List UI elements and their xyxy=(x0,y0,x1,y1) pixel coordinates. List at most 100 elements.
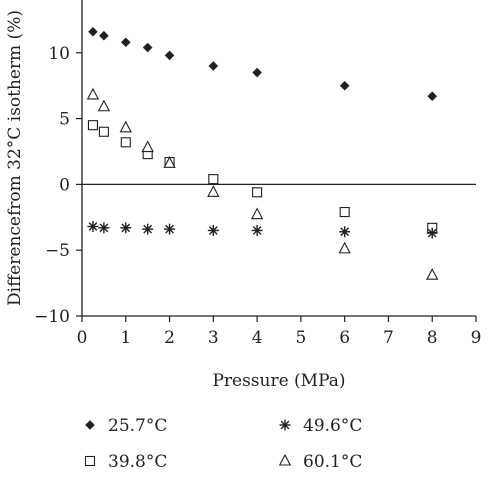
diamond-marker-shape xyxy=(252,67,262,78)
data-point-triangle xyxy=(141,140,154,153)
axes xyxy=(81,0,476,317)
data-point-square xyxy=(120,137,131,148)
legend-diamond-icon xyxy=(85,420,95,430)
x-tick-label: 2 xyxy=(164,328,175,348)
data-point-triangle xyxy=(207,185,220,197)
data-point-square xyxy=(98,126,109,137)
legend-label: 49.6°C xyxy=(303,416,362,436)
legend-label: 25.7°C xyxy=(108,416,167,436)
data-point-diamond xyxy=(164,50,175,61)
diamond-marker-shape xyxy=(120,37,131,48)
y-tick-label: 0 xyxy=(59,175,70,195)
x-tick-label: 9 xyxy=(471,328,482,348)
asterisk-marker-stroke xyxy=(121,223,131,233)
legend-triangle-icon xyxy=(278,453,292,466)
legend-square-icon xyxy=(84,455,96,467)
x-tick-label: 4 xyxy=(252,328,263,348)
triangle-marker-shape xyxy=(86,87,100,100)
diamond-marker-shape xyxy=(88,26,98,37)
triangle-marker-shape xyxy=(97,99,111,112)
y-axis-title: Differencefrom 32°C isotherm (%) xyxy=(5,10,25,306)
triangle-marker-shape xyxy=(207,185,220,197)
legend-item: 49.6°C xyxy=(279,416,362,436)
triangle-marker-shape xyxy=(141,140,154,153)
legend-item: 60.1°C xyxy=(278,452,362,472)
data-point-asterisk xyxy=(251,224,263,236)
data-point-triangle xyxy=(250,207,264,220)
square-marker-shape xyxy=(120,137,131,148)
asterisk-marker-stroke xyxy=(280,420,290,430)
data-point-square xyxy=(87,120,98,131)
data-point-asterisk xyxy=(339,226,351,238)
x-tick-label: 1 xyxy=(120,328,131,348)
data-point-square xyxy=(339,206,350,218)
data-point-diamond xyxy=(142,42,153,53)
data-point-square xyxy=(252,187,263,198)
square-marker-shape xyxy=(208,174,219,185)
legend-asterisk-icon xyxy=(279,419,291,431)
x-tick-label: 6 xyxy=(339,328,350,348)
data-point-triangle xyxy=(163,156,176,168)
y-tick-label: −5 xyxy=(45,241,70,261)
triangle-marker-shape xyxy=(278,453,292,466)
x-tick-label: 7 xyxy=(383,328,394,348)
data-point-diamond xyxy=(120,37,131,48)
asterisk-marker-stroke xyxy=(88,222,98,231)
data-point-asterisk xyxy=(87,221,99,233)
diamond-marker-shape xyxy=(99,30,109,41)
data-point-asterisk xyxy=(426,227,438,239)
asterisk-marker-stroke xyxy=(99,223,109,233)
triangle-marker-shape xyxy=(119,120,132,133)
diamond-marker-shape xyxy=(208,61,219,71)
data-point-asterisk xyxy=(207,224,219,236)
square-marker-shape xyxy=(252,187,263,198)
square-marker-shape xyxy=(339,206,350,218)
x-axis-title: Pressure (MPa) xyxy=(212,371,345,391)
asterisk-marker-stroke xyxy=(340,227,350,237)
legend-item: 25.7°C xyxy=(85,416,167,436)
asterisk-marker-stroke xyxy=(143,224,153,234)
legend-label: 39.8°C xyxy=(108,452,167,472)
ticks: 0 1 2 3 4 5 6 7 8 9 −10 −5 0 5 10 xyxy=(34,44,481,348)
data-point-asterisk xyxy=(164,223,176,235)
asterisk-marker-stroke xyxy=(252,226,262,235)
diamond-marker-shape xyxy=(164,50,175,61)
data-point-triangle xyxy=(97,99,111,112)
data-point-diamond xyxy=(252,67,262,78)
asterisk-marker-stroke xyxy=(208,226,218,235)
x-tick-label: 3 xyxy=(208,328,219,348)
triangle-marker-shape xyxy=(250,207,264,220)
triangle-marker-shape xyxy=(338,241,351,254)
data-point-triangle xyxy=(86,87,100,100)
data-point-diamond xyxy=(99,30,109,41)
diamond-marker-shape xyxy=(339,80,350,91)
data-point-triangle xyxy=(119,120,132,133)
y-tick-label: 5 xyxy=(59,110,70,130)
data-point-triangle xyxy=(426,268,439,280)
y-tick-label: −10 xyxy=(34,307,70,327)
legend: 25.7°C 49.6°C 39.8°C 60.1°C xyxy=(84,416,362,472)
y-tick-label: 10 xyxy=(48,44,70,64)
data-point-diamond xyxy=(427,91,438,102)
asterisk-marker-stroke xyxy=(165,224,174,234)
x-tick-label: 5 xyxy=(295,328,306,348)
data-point-triangle xyxy=(338,241,351,254)
data-point-diamond xyxy=(208,61,219,71)
x-tick-label: 0 xyxy=(77,328,88,348)
asterisk-marker-stroke xyxy=(427,228,437,238)
legend-label: 60.1°C xyxy=(303,452,362,472)
square-marker-shape xyxy=(84,455,96,467)
data-point-asterisk xyxy=(142,223,154,235)
data-markers xyxy=(86,26,439,280)
diamond-marker-shape xyxy=(427,91,438,102)
x-tick-label: 8 xyxy=(427,328,438,348)
data-point-diamond xyxy=(88,26,98,37)
square-marker-shape xyxy=(87,120,98,131)
triangle-marker-shape xyxy=(426,268,439,280)
square-marker-shape xyxy=(98,126,109,137)
data-point-diamond xyxy=(339,80,350,91)
data-point-asterisk xyxy=(98,222,110,234)
data-point-asterisk xyxy=(120,222,132,234)
legend-item: 39.8°C xyxy=(84,452,167,472)
